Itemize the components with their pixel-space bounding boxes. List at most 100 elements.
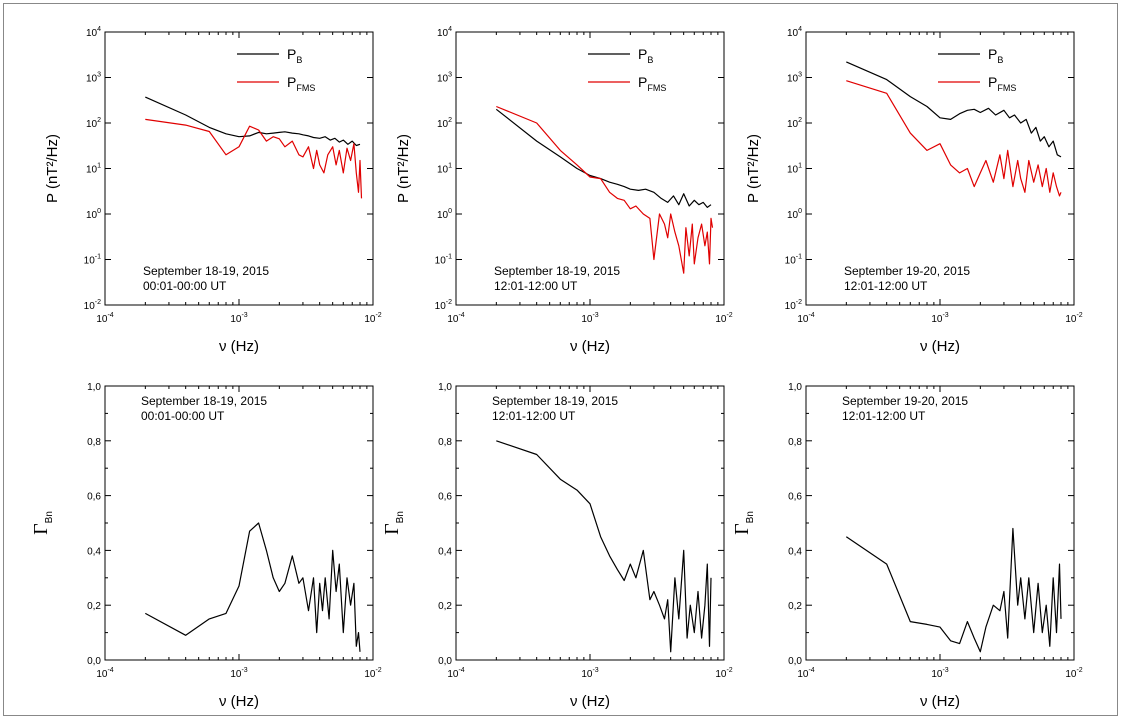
series-line-gamma-bn: [145, 522, 361, 652]
chart-panel-bottom-right: 10-4 10-3 10-2 0,0 0,2 0,4 0,6 0,8 1,0 ν (Hz) ΓBn S…: [731, 382, 1083, 710]
y-axis-label: P (nT²/Hz): [44, 134, 61, 203]
y-tick-label: 0,2: [788, 601, 802, 612]
x-tick-label: 10-3: [931, 312, 948, 325]
x-axis-label: ν (Hz): [570, 338, 610, 355]
y-tick-label: 10-2: [84, 299, 101, 312]
y-tick-label: 100: [787, 208, 802, 221]
y-tick-label: 10-2: [435, 299, 452, 312]
x-tick-label: 10-4: [447, 667, 464, 680]
y-tick-label: 104: [787, 26, 802, 39]
chart-panel-top-left: 10-4 10-3 10-2 10-2 10-1 100 101 102 103 104 ν (Hz…: [44, 26, 382, 355]
y-tick-label: 1,0: [438, 382, 452, 393]
y-axis-label: ΓBn: [381, 511, 406, 535]
series-line-p-b: [846, 61, 1062, 158]
annotation-line: 00:01-00:00 UT: [143, 279, 227, 293]
y-tick-label: 0,4: [438, 546, 452, 557]
y-tick-label: 0,2: [87, 601, 101, 612]
annotation-line: 00:01-00:00 UT: [141, 409, 225, 423]
x-tick-label: 10-4: [447, 312, 464, 325]
x-axis-label: ν (Hz): [570, 693, 610, 710]
x-tick-label: 10-2: [715, 667, 732, 680]
y-axis-label: P (nT²/Hz): [745, 134, 762, 203]
y-axis-label: P (nT²/Hz): [395, 134, 412, 203]
legend-entry: PFMS: [638, 74, 666, 93]
annotation-line: 12:01-12:00 UT: [492, 409, 576, 423]
y-tick-label: 1,0: [788, 382, 802, 393]
y-tick-label: 0,6: [788, 492, 802, 503]
x-axis-label: ν (Hz): [219, 693, 259, 710]
x-tick-label: 10-3: [931, 667, 948, 680]
y-tick-label: 102: [787, 117, 802, 130]
y-tick-label: 10-1: [785, 254, 802, 267]
x-tick-label: 10-3: [230, 312, 247, 325]
x-tick-label: 10-3: [230, 667, 247, 680]
legend-entry: PFMS: [287, 74, 315, 93]
annotation-line: September 18-19, 2015: [492, 394, 618, 408]
y-tick-label: 0,0: [87, 656, 101, 667]
y-tick-label: 0,8: [788, 437, 802, 448]
y-tick-label: 10-1: [435, 254, 452, 267]
panels: 10-4 10-3 10-2 10-2 10-1 100 101 102 103 104 ν (Hz…: [30, 26, 1083, 710]
x-tick-label: 10-2: [1065, 667, 1082, 680]
x-tick-label: 10-4: [96, 312, 113, 325]
x-tick-label: 10-3: [581, 667, 598, 680]
annotation-line: 12:01-12:00 UT: [842, 409, 926, 423]
y-tick-label: 0,4: [788, 546, 802, 557]
y-tick-label: 0,8: [438, 437, 452, 448]
annotation-line: 12:01-12:00 UT: [494, 279, 578, 293]
series-line-p-fms: [145, 118, 363, 199]
x-tick-label: 10-2: [1065, 312, 1082, 325]
y-tick-label: 0,8: [87, 437, 101, 448]
y-tick-label: 100: [437, 208, 452, 221]
y-tick-label: 101: [86, 163, 101, 176]
y-tick-label: 0,0: [438, 656, 452, 667]
figure-frame: [3, 3, 1118, 716]
x-tick-label: 10-3: [581, 312, 598, 325]
annotation-line: September 19-20, 2015: [844, 264, 970, 278]
y-tick-label: 0,2: [438, 601, 452, 612]
annotation-line: September 18-19, 2015: [143, 264, 269, 278]
y-tick-label: 101: [787, 163, 802, 176]
annotation-line: September 18-19, 2015: [141, 394, 267, 408]
y-tick-label: 0,6: [87, 492, 101, 503]
chart-panel-bottom-middle: 10-4 10-3 10-2 0,0 0,2 0,4 0,6 0,8 1,0 ν (Hz) ΓBn S…: [381, 382, 733, 710]
x-tick-label: 10-2: [364, 667, 381, 680]
chart-panel-top-right: 10-4 10-3 10-2 10-2 10-1 100 101 102 103 104 ν (Hz…: [745, 26, 1083, 355]
chart-panel-top-middle: 10-4 10-3 10-2 10-2 10-1 100 101 102 103 104 ν (Hz…: [395, 26, 733, 355]
y-tick-label: 104: [437, 26, 452, 39]
x-axis-label: ν (Hz): [219, 338, 259, 355]
y-tick-label: 103: [787, 72, 802, 85]
series-line-gamma-bn: [845, 527, 1062, 653]
legend-entry: PB: [638, 46, 653, 65]
annotation-line: September 19-20, 2015: [842, 394, 968, 408]
x-tick-label: 10-2: [364, 312, 381, 325]
y-axis-label: ΓBn: [30, 511, 55, 535]
x-axis-label: ν (Hz): [920, 338, 960, 355]
y-axis-label: ΓBn: [731, 511, 756, 535]
y-tick-label: 102: [437, 117, 452, 130]
y-tick-label: 0,0: [788, 656, 802, 667]
y-tick-label: 10-1: [84, 254, 101, 267]
y-tick-label: 1,0: [87, 382, 101, 393]
series-line-p-fms: [846, 80, 1062, 197]
annotation-line: 12:01-12:00 UT: [844, 279, 928, 293]
y-tick-label: 101: [437, 163, 452, 176]
y-tick-label: 0,4: [87, 546, 101, 557]
x-tick-label: 10-4: [797, 667, 814, 680]
y-tick-label: 103: [86, 72, 101, 85]
y-tick-label: 104: [86, 26, 101, 39]
y-tick-label: 103: [437, 72, 452, 85]
chart-panel-bottom-left: 10-4 10-3 10-2 0,0 0,2 0,4 0,6 0,8 1,0 ν (Hz) ΓBn S…: [30, 382, 382, 710]
y-tick-label: 10-2: [785, 299, 802, 312]
x-axis-label: ν (Hz): [920, 693, 960, 710]
series-line-p-b: [145, 96, 361, 147]
x-tick-label: 10-4: [797, 312, 814, 325]
legend-entry: PB: [988, 46, 1003, 65]
x-tick-label: 10-4: [96, 667, 113, 680]
y-tick-label: 102: [86, 117, 101, 130]
y-tick-label: 100: [86, 208, 101, 221]
series-line-p-fms: [496, 105, 714, 274]
legend-entry: PB: [287, 46, 302, 65]
legend-entry: PFMS: [988, 74, 1016, 93]
